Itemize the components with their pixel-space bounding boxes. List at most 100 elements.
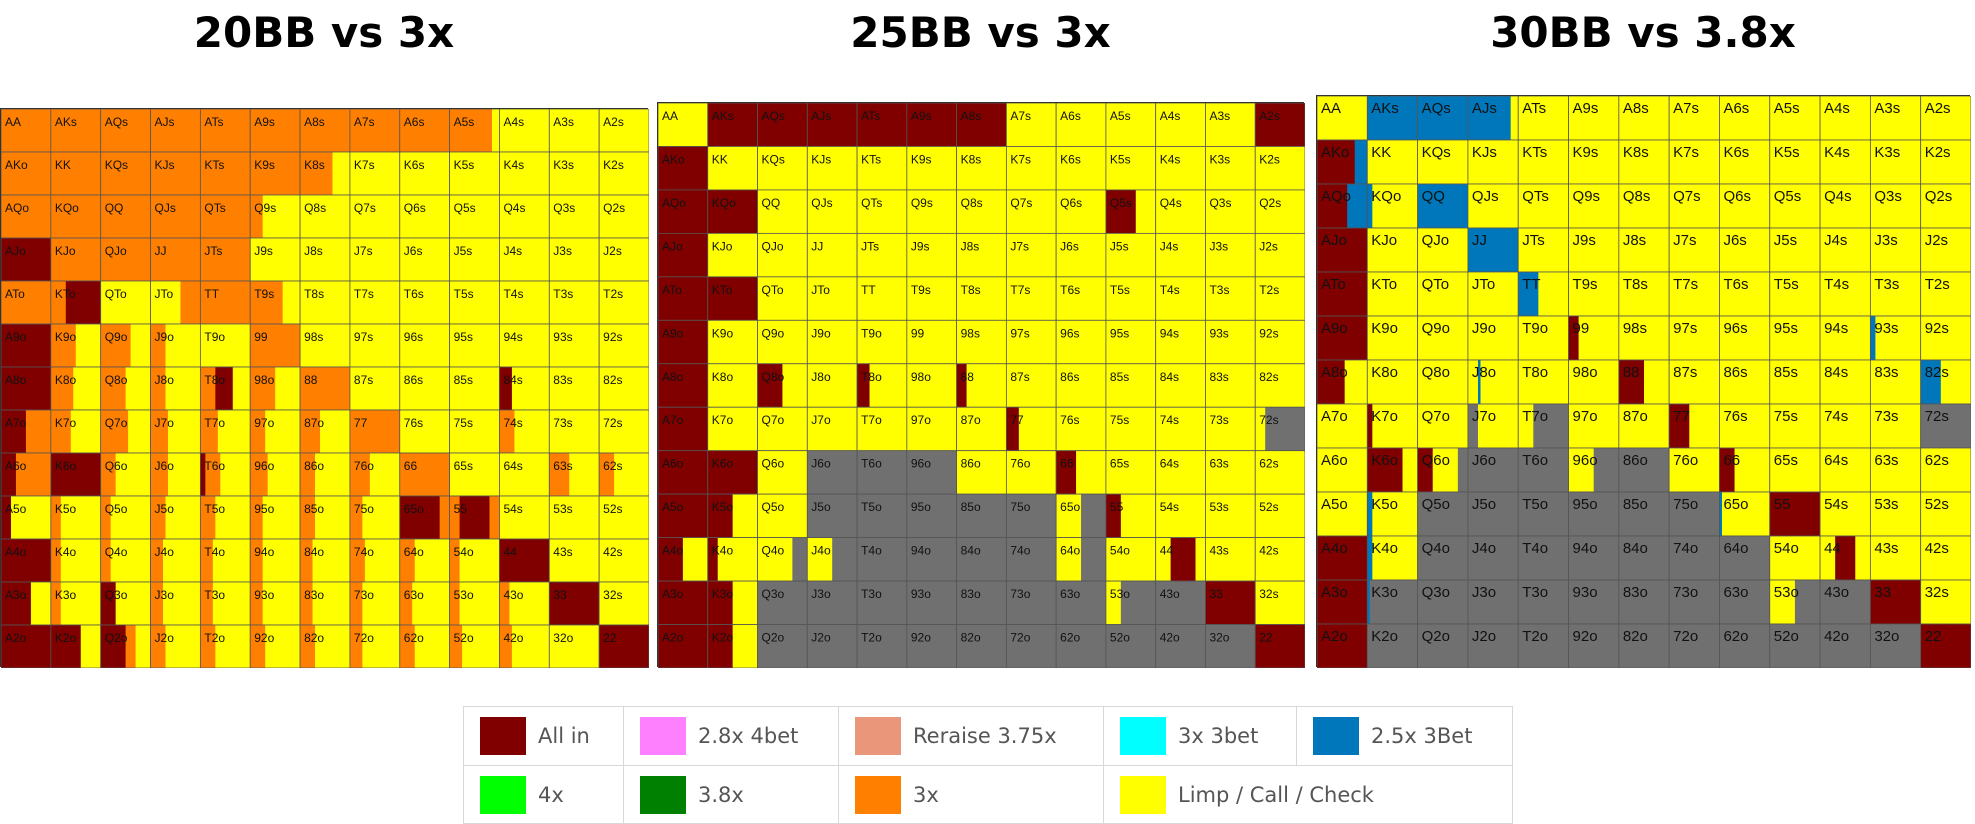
hand-label: 76o	[354, 459, 374, 473]
hand-label: 95o	[1573, 496, 1598, 513]
cell-segment	[349, 496, 363, 539]
hand-cell-64o: 64o	[399, 538, 451, 583]
hand-label: 95s	[1774, 320, 1798, 337]
cell-segment	[807, 233, 858, 277]
cell-segment	[1205, 189, 1256, 234]
cell-segment	[1467, 448, 1519, 492]
hand-label: 52s	[603, 502, 622, 516]
hand-cell-Q9o: Q9o	[1417, 315, 1469, 361]
hand-cell-75o: 75o	[349, 495, 401, 540]
cell-segment	[1255, 233, 1305, 277]
hand-label: A5s	[1110, 109, 1131, 123]
cell-segment	[1317, 272, 1368, 316]
hand-label: A3s	[553, 115, 574, 129]
cell-segment	[499, 496, 550, 539]
hand-cell-83s: 83s	[548, 366, 600, 411]
hand-label: 94s	[1824, 320, 1848, 337]
hand-cell-T4s: T4s	[1155, 276, 1207, 321]
hand-label: ATs	[204, 115, 223, 129]
hand-label: 99	[911, 326, 925, 340]
cell-segment	[212, 582, 251, 625]
cell-segment	[1467, 360, 1479, 404]
hand-cell-AKo: AKo	[658, 146, 709, 191]
cell-segment	[857, 276, 908, 321]
hand-cell-86s: 86s	[1719, 359, 1771, 405]
hand-label: A5s	[454, 115, 475, 129]
hand-cell-KJs: KJs	[150, 151, 201, 196]
cell-segment	[1367, 228, 1419, 272]
hand-label: 54o	[454, 545, 474, 559]
cell-segment	[1354, 140, 1368, 184]
cell-segment	[349, 238, 401, 281]
hand-cell-JTs: JTs	[856, 232, 908, 278]
hand-label: 33	[553, 588, 567, 602]
cell-segment	[1006, 320, 1057, 364]
cell-segment	[1006, 624, 1057, 668]
cell-segment	[1317, 316, 1368, 360]
hand-cell-QTs: QTs	[199, 194, 251, 239]
hand-cell-97s: 97s	[1668, 315, 1721, 361]
hand-label: AA	[1321, 100, 1341, 117]
cell-segment	[1056, 146, 1107, 190]
hand-cell-JTo: JTo	[806, 276, 858, 321]
hand-cell-54o: 54o	[449, 538, 501, 583]
hand-cell-J6s: J6s	[1719, 227, 1771, 273]
cell-segment	[300, 324, 351, 367]
cell-segment	[200, 539, 214, 582]
hand-cell-K4o: K4o	[1366, 535, 1419, 581]
cell-segment	[549, 109, 600, 152]
hand-cell-T2s: T2s	[1254, 276, 1305, 321]
hand-label: A8o	[1321, 364, 1348, 381]
cell-segment	[50, 238, 102, 281]
hand-label: QTs	[1522, 188, 1549, 205]
hand-cell-85o: 85o	[299, 495, 351, 540]
hand-cell-Q4s: Q4s	[499, 194, 550, 239]
cell-segment	[1769, 492, 1821, 536]
hand-label: 52o	[454, 631, 474, 645]
hand-label: A7o	[1321, 408, 1348, 425]
hand-label: 96s	[1060, 326, 1079, 340]
cell-segment	[1155, 494, 1207, 538]
hand-label: J2s	[603, 244, 622, 258]
hand-label: A9s	[911, 109, 932, 123]
hand-label: 87s	[1673, 364, 1697, 381]
cell-segment	[315, 453, 351, 496]
cell-segment	[491, 109, 501, 152]
hand-cell-J4o: J4o	[150, 538, 201, 583]
hand-label: 85o	[304, 502, 324, 516]
hand-cell-J5s: J5s	[449, 237, 501, 282]
hand-cell-87s: 87s	[349, 366, 401, 411]
hand-matrix: AA AKs AQs AJs ATs A9s A8s A7s A6s A5s A4s A3s A2s AK…	[657, 102, 1305, 668]
hand-cell-93o: 93o	[1568, 579, 1620, 625]
cell-segment	[1835, 536, 1856, 580]
hand-label: T4o	[1522, 540, 1548, 557]
cell-segment	[250, 109, 301, 152]
hand-label: T6s	[1060, 283, 1080, 297]
hand-cell-63s: 63s	[548, 452, 600, 497]
hand-cell-T8o: T8o	[1517, 359, 1570, 405]
hand-label: Q9s	[1573, 188, 1601, 205]
hand-cell-98s: 98s	[1618, 315, 1670, 361]
cell-segment	[1467, 536, 1519, 580]
hand-cell-44: 44	[499, 538, 550, 583]
hand-cell-KTs: KTs	[199, 151, 251, 196]
hand-label: 82o	[961, 631, 981, 645]
hand-cell-QJs: QJs	[1467, 183, 1519, 229]
cell-segment	[1367, 404, 1373, 448]
hand-label: 93o	[254, 588, 274, 602]
hand-cell-52o: 52o	[449, 624, 501, 668]
cell-segment	[1367, 580, 1371, 624]
hand-label: J8s	[304, 244, 323, 258]
legend-item-limp-call-check: Limp / Call / Check	[1104, 766, 1514, 824]
cell-segment	[1920, 536, 1971, 580]
cell-segment	[50, 496, 62, 539]
hand-cell-75o: 75o	[1005, 493, 1057, 539]
hand-label: 62o	[404, 631, 424, 645]
hand-label: 97o	[254, 416, 274, 430]
hand-label: J3o	[811, 587, 831, 601]
hand-cell-J9o: J9o	[1467, 315, 1519, 361]
cell-segment	[150, 367, 167, 410]
hand-label: 76o	[1673, 452, 1698, 469]
hand-cell-T6s: T6s	[1055, 276, 1107, 321]
hand-label: A6o	[662, 457, 684, 471]
